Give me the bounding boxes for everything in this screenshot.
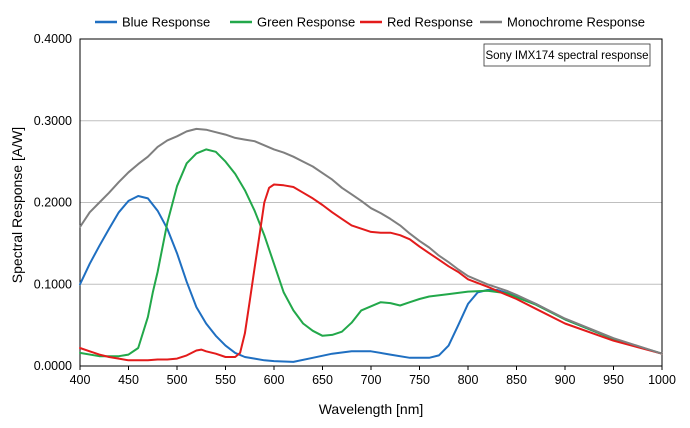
x-tick-label: 750: [409, 373, 430, 387]
x-tick-label: 950: [603, 373, 624, 387]
x-tick-label: 500: [167, 373, 188, 387]
y-axis-title: Spectral Response [A/W]: [9, 127, 25, 283]
x-tick-label: 800: [458, 373, 479, 387]
legend: Blue Response Green Response Red Response M…: [95, 15, 645, 30]
y-tick-label: 0.2000: [34, 196, 72, 210]
y-tick-label: 0.4000: [34, 32, 72, 46]
x-tick-label: 1000: [648, 373, 676, 387]
x-tick-label: 400: [70, 373, 91, 387]
legend-label: Green Response: [257, 15, 355, 30]
legend-label: Monochrome Response: [507, 15, 645, 30]
legend-label: Blue Response: [122, 15, 210, 30]
x-tick-label: 700: [361, 373, 382, 387]
x-tick-label: 600: [264, 373, 285, 387]
y-tick-label: 0.3000: [34, 114, 72, 128]
y-axis-ticks: 0.0000 0.1000 0.2000 0.3000 0.4000: [34, 32, 72, 373]
annotation-text: Sony IMX174 spectral response: [485, 50, 648, 62]
x-axis-title: Wavelength [nm]: [319, 401, 424, 417]
gridlines: [80, 120, 662, 285]
y-tick-label: 0.0000: [34, 359, 72, 373]
y-tick-label: 0.1000: [34, 277, 72, 291]
series-line-monochrome-response: [79, 127, 663, 355]
x-tick-label: 450: [118, 373, 139, 387]
series-lines: [79, 127, 663, 363]
x-tick-label: 900: [555, 373, 576, 387]
series-line-red-response: [79, 183, 663, 362]
legend-label: Red Response: [387, 15, 473, 30]
x-tick-label: 550: [215, 373, 236, 387]
series-line-green-response: [79, 148, 663, 358]
x-tick-label: 850: [506, 373, 527, 387]
x-tick-label: 650: [312, 373, 333, 387]
annotation-box: [483, 43, 651, 67]
x-axis-ticks: 400 450 500 550 600 650 700 750 800 850 900 950 1000: [70, 366, 676, 387]
